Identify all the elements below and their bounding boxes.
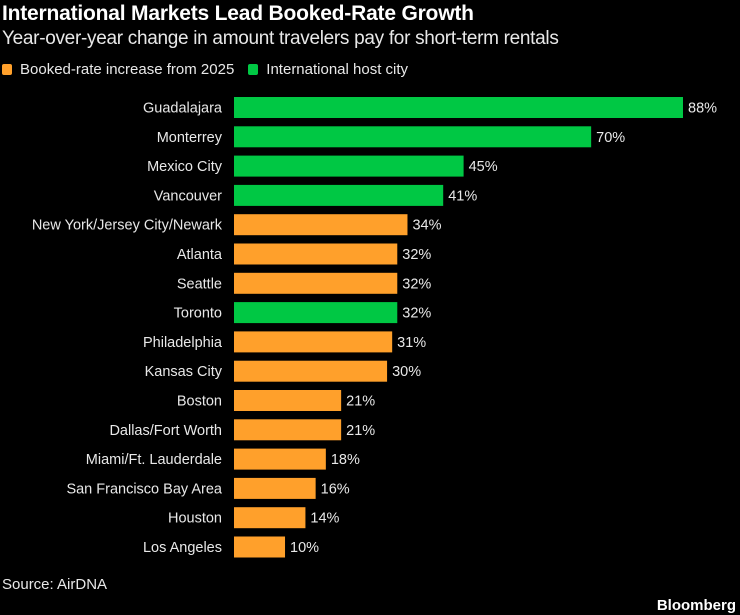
legend: Booked-rate increase from 2025 Internati… xyxy=(2,61,422,78)
category-label: Boston xyxy=(177,394,222,410)
bar xyxy=(234,390,342,411)
category-label: Mexico City xyxy=(147,159,223,175)
value-label: 32% xyxy=(402,276,431,292)
source-note: Source: AirDNA xyxy=(2,576,108,593)
category-label: Seattle xyxy=(177,276,222,292)
category-label: Atlanta xyxy=(177,247,223,263)
category-label: Los Angeles xyxy=(143,540,222,556)
category-label: Philadelphia xyxy=(143,335,223,351)
category-label: Kansas City xyxy=(145,364,223,380)
value-label: 32% xyxy=(402,247,431,263)
bloomberg-logo: Bloomberg xyxy=(656,597,736,614)
bar xyxy=(234,331,393,353)
chart-title: International Markets Lead Booked-Rate G… xyxy=(2,2,474,25)
bar xyxy=(234,126,592,148)
category-label: Vancouver xyxy=(154,188,222,204)
bar xyxy=(234,214,408,236)
value-label: 34% xyxy=(412,218,441,234)
legend-label: International host city xyxy=(266,61,409,78)
category-label: Dallas/Fort Worth xyxy=(109,423,222,439)
legend-swatch-orange xyxy=(2,64,12,75)
category-label: New York/Jersey City/Newark xyxy=(32,218,223,234)
legend-swatch-green xyxy=(248,64,259,75)
value-label: 10% xyxy=(290,540,319,556)
value-label: 45% xyxy=(469,159,498,175)
bar xyxy=(234,448,326,470)
legend-item-international: International host city xyxy=(248,61,408,78)
bar xyxy=(234,419,342,441)
chart-subtitle: Year-over-year change in amount traveler… xyxy=(2,28,559,49)
bar xyxy=(234,477,316,499)
category-label: San Francisco Bay Area xyxy=(66,481,222,497)
bar xyxy=(234,184,444,206)
value-label: 21% xyxy=(346,394,375,410)
category-label: Guadalajara xyxy=(143,101,223,117)
category-label: Miami/Ft. Lauderdale xyxy=(86,452,222,468)
bar xyxy=(234,302,398,324)
category-label: Monterrey xyxy=(157,130,223,146)
bar xyxy=(234,155,464,177)
bar xyxy=(234,536,286,558)
category-label: Toronto xyxy=(174,306,222,322)
category-label: Houston xyxy=(168,511,222,527)
bar xyxy=(234,272,398,294)
bar xyxy=(234,243,398,265)
legend-label: Booked-rate increase from 2025 xyxy=(20,61,235,78)
value-label: 32% xyxy=(402,306,431,322)
value-label: 88% xyxy=(688,101,717,117)
bar xyxy=(234,97,683,118)
value-label: 21% xyxy=(346,423,375,439)
value-label: 18% xyxy=(331,452,360,468)
bar xyxy=(234,507,306,529)
value-label: 14% xyxy=(310,511,339,527)
value-label: 30% xyxy=(392,364,421,380)
value-label: 70% xyxy=(596,130,625,146)
value-label: 16% xyxy=(321,481,350,497)
value-label: 31% xyxy=(397,335,426,351)
legend-item-booked-rate: Booked-rate increase from 2025 xyxy=(2,61,234,78)
value-label: 41% xyxy=(448,188,477,204)
bar xyxy=(234,360,388,382)
